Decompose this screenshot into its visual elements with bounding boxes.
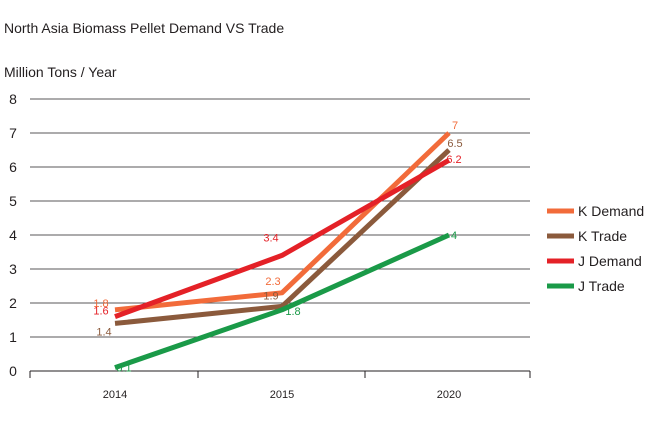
legend-label: K Trade <box>578 228 627 244</box>
data-label: 1.8 <box>285 306 300 318</box>
y-tick-label: 4 <box>9 227 17 243</box>
y-tick-label: 2 <box>9 295 17 311</box>
y-axis-label: Million Tons / Year <box>4 64 117 80</box>
data-label: 6.5 <box>447 138 462 150</box>
data-label: 1.9 <box>263 290 278 302</box>
legend-label: J Trade <box>578 278 625 294</box>
y-tick-label: 8 <box>9 91 17 107</box>
y-tick-label: 0 <box>9 363 17 379</box>
y-tick-label: 3 <box>9 261 17 277</box>
legend-label: K Demand <box>578 203 644 219</box>
chart-title: North Asia Biomass Pellet Demand VS Trad… <box>4 20 285 36</box>
data-label: 2.3 <box>265 276 280 288</box>
x-tick-label: 2014 <box>103 389 127 401</box>
data-label: 1.8 <box>93 298 108 310</box>
data-labels: 1.8 2.3 7 1.4 1.9 6.5 1.6 3.4 6.2 0.1 1.8 4 <box>93 120 462 375</box>
series-line-j-trade <box>114 232 451 370</box>
y-tick-label: 5 <box>9 193 17 209</box>
series-lines <box>114 131 451 370</box>
data-label: 3.4 <box>263 232 278 244</box>
axes: 0 1 2 3 4 5 6 7 8 2014 2015 2020 <box>9 91 531 401</box>
data-label: 4 <box>451 230 457 242</box>
data-label: 1.6 <box>93 306 108 318</box>
x-tick-label: 2020 <box>437 389 461 401</box>
series-line-k-trade <box>114 148 451 326</box>
legend-label: J Demand <box>578 253 642 269</box>
y-tick-label: 1 <box>9 329 17 345</box>
data-label: 0.1 <box>116 363 131 375</box>
series-line-k-demand <box>114 131 451 313</box>
y-tick-label: 7 <box>9 125 17 141</box>
data-label: 1.4 <box>96 326 111 338</box>
data-label: 6.2 <box>446 154 461 166</box>
y-tick-label: 6 <box>9 159 17 175</box>
data-label: 7 <box>452 120 458 132</box>
series-line-j-demand <box>114 158 451 319</box>
legend: K Demand K Trade J Demand J Trade <box>547 203 644 294</box>
x-tick-label: 2015 <box>270 389 294 401</box>
